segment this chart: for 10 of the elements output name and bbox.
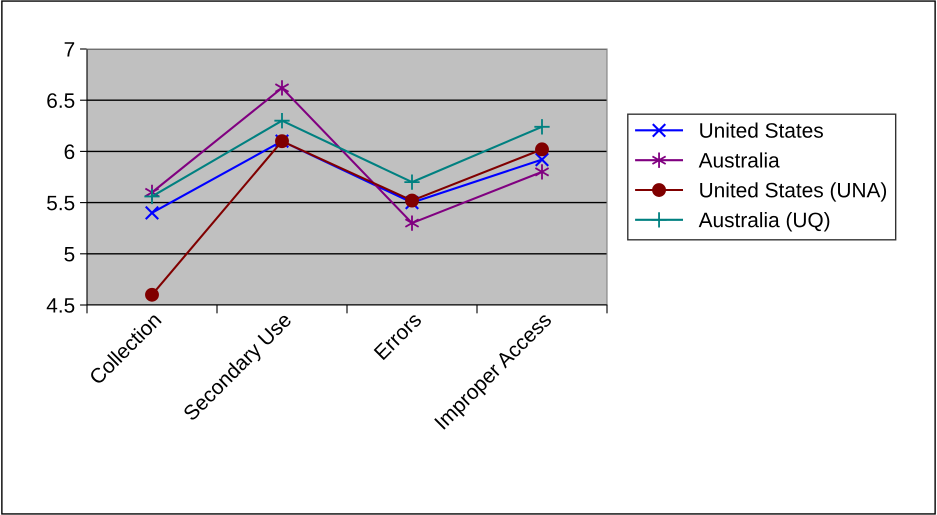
y-tick-label: 6: [64, 144, 74, 160]
legend-label: Australia: [698, 152, 780, 168]
y-tick-label: 5: [64, 247, 74, 262]
y-tick-label: 4.5: [46, 298, 74, 313]
y-tick-label: 7: [64, 42, 74, 57]
y-tick-label: 5.5: [47, 196, 74, 210]
legend-label: United States (UNA): [700, 182, 886, 202]
legend-label: Australia (UQ): [698, 212, 830, 232]
y-tick-label: 6.5: [47, 93, 74, 108]
legend-label: United States: [700, 122, 823, 138]
